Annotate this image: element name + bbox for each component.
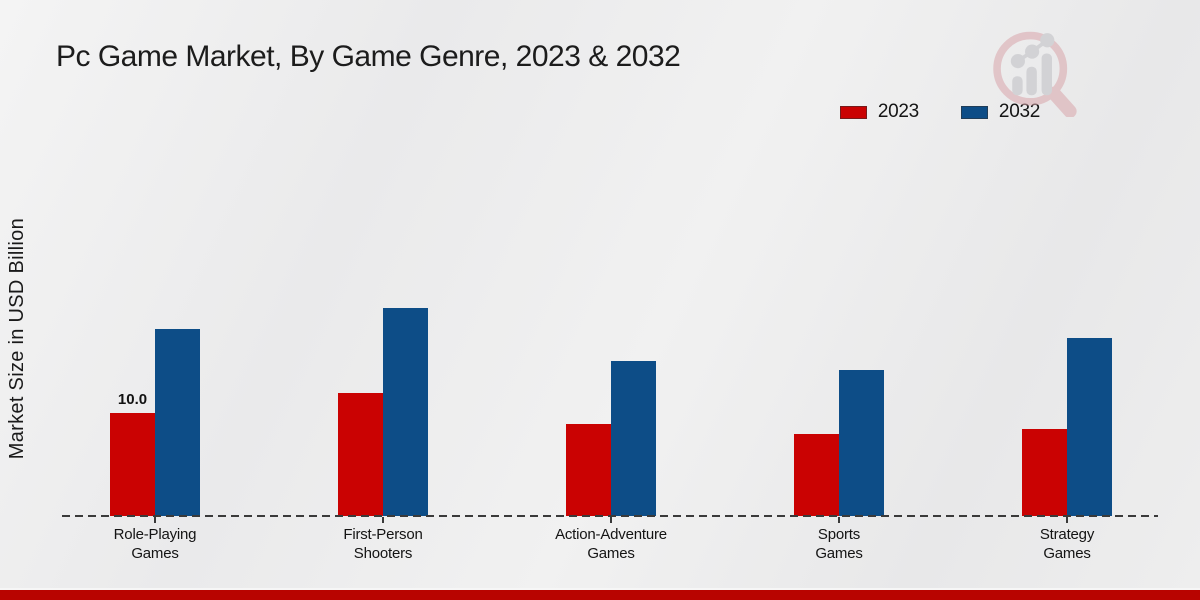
bar-2032-sports-games — [839, 370, 884, 516]
bar-2032-first-person-shooters — [383, 308, 428, 516]
bar-2023-first-person-shooters — [338, 393, 383, 516]
category-label-sports-games: Sports Games — [815, 526, 863, 562]
bar-2023-sports-games — [794, 434, 839, 516]
x-axis-tick-action-adventure-games — [610, 517, 612, 523]
bar-2023-role-playing-games — [110, 413, 155, 516]
x-axis-tick-strategy-games — [1066, 517, 1068, 523]
chart-title: Pc Game Market, By Game Genre, 2023 & 20… — [56, 40, 681, 73]
bar-2023-strategy-games — [1022, 429, 1067, 516]
category-label-action-adventure-games: Action-Adventure Games — [555, 526, 667, 562]
bar-value-label-2023-role-playing-games: 10.0 — [117, 391, 148, 408]
magnifying-glass-growth-chart-logo-icon — [993, 31, 1077, 117]
x-axis-tick-role-playing-games — [154, 517, 156, 523]
category-label-first-person-shooters: First-Person Shooters — [343, 526, 423, 562]
legend-item-2023: 2023 — [839, 101, 919, 123]
bar-2032-strategy-games — [1067, 338, 1112, 516]
legend-label-2032: 2032 — [998, 101, 1040, 122]
x-axis-tick-sports-games — [838, 517, 840, 523]
legend-swatch-2023 — [839, 105, 867, 119]
bar-2032-role-playing-games — [155, 329, 200, 516]
legend-label-2023: 2023 — [877, 101, 919, 122]
category-label-role-playing-games: Role-Playing Games — [113, 526, 197, 562]
bar-2032-action-adventure-games — [611, 361, 656, 516]
legend-item-2032: 2032 — [960, 101, 1040, 123]
x-axis-tick-first-person-shooters — [382, 517, 384, 523]
category-label-strategy-games: Strategy Games — [1039, 526, 1095, 562]
bar-2023-action-adventure-games — [566, 424, 611, 516]
legend: 2023 2032 — [839, 101, 1040, 123]
brand-accent-bar — [0, 588, 1200, 600]
x-axis-baseline — [62, 515, 1158, 517]
legend-swatch-2032 — [960, 105, 988, 119]
